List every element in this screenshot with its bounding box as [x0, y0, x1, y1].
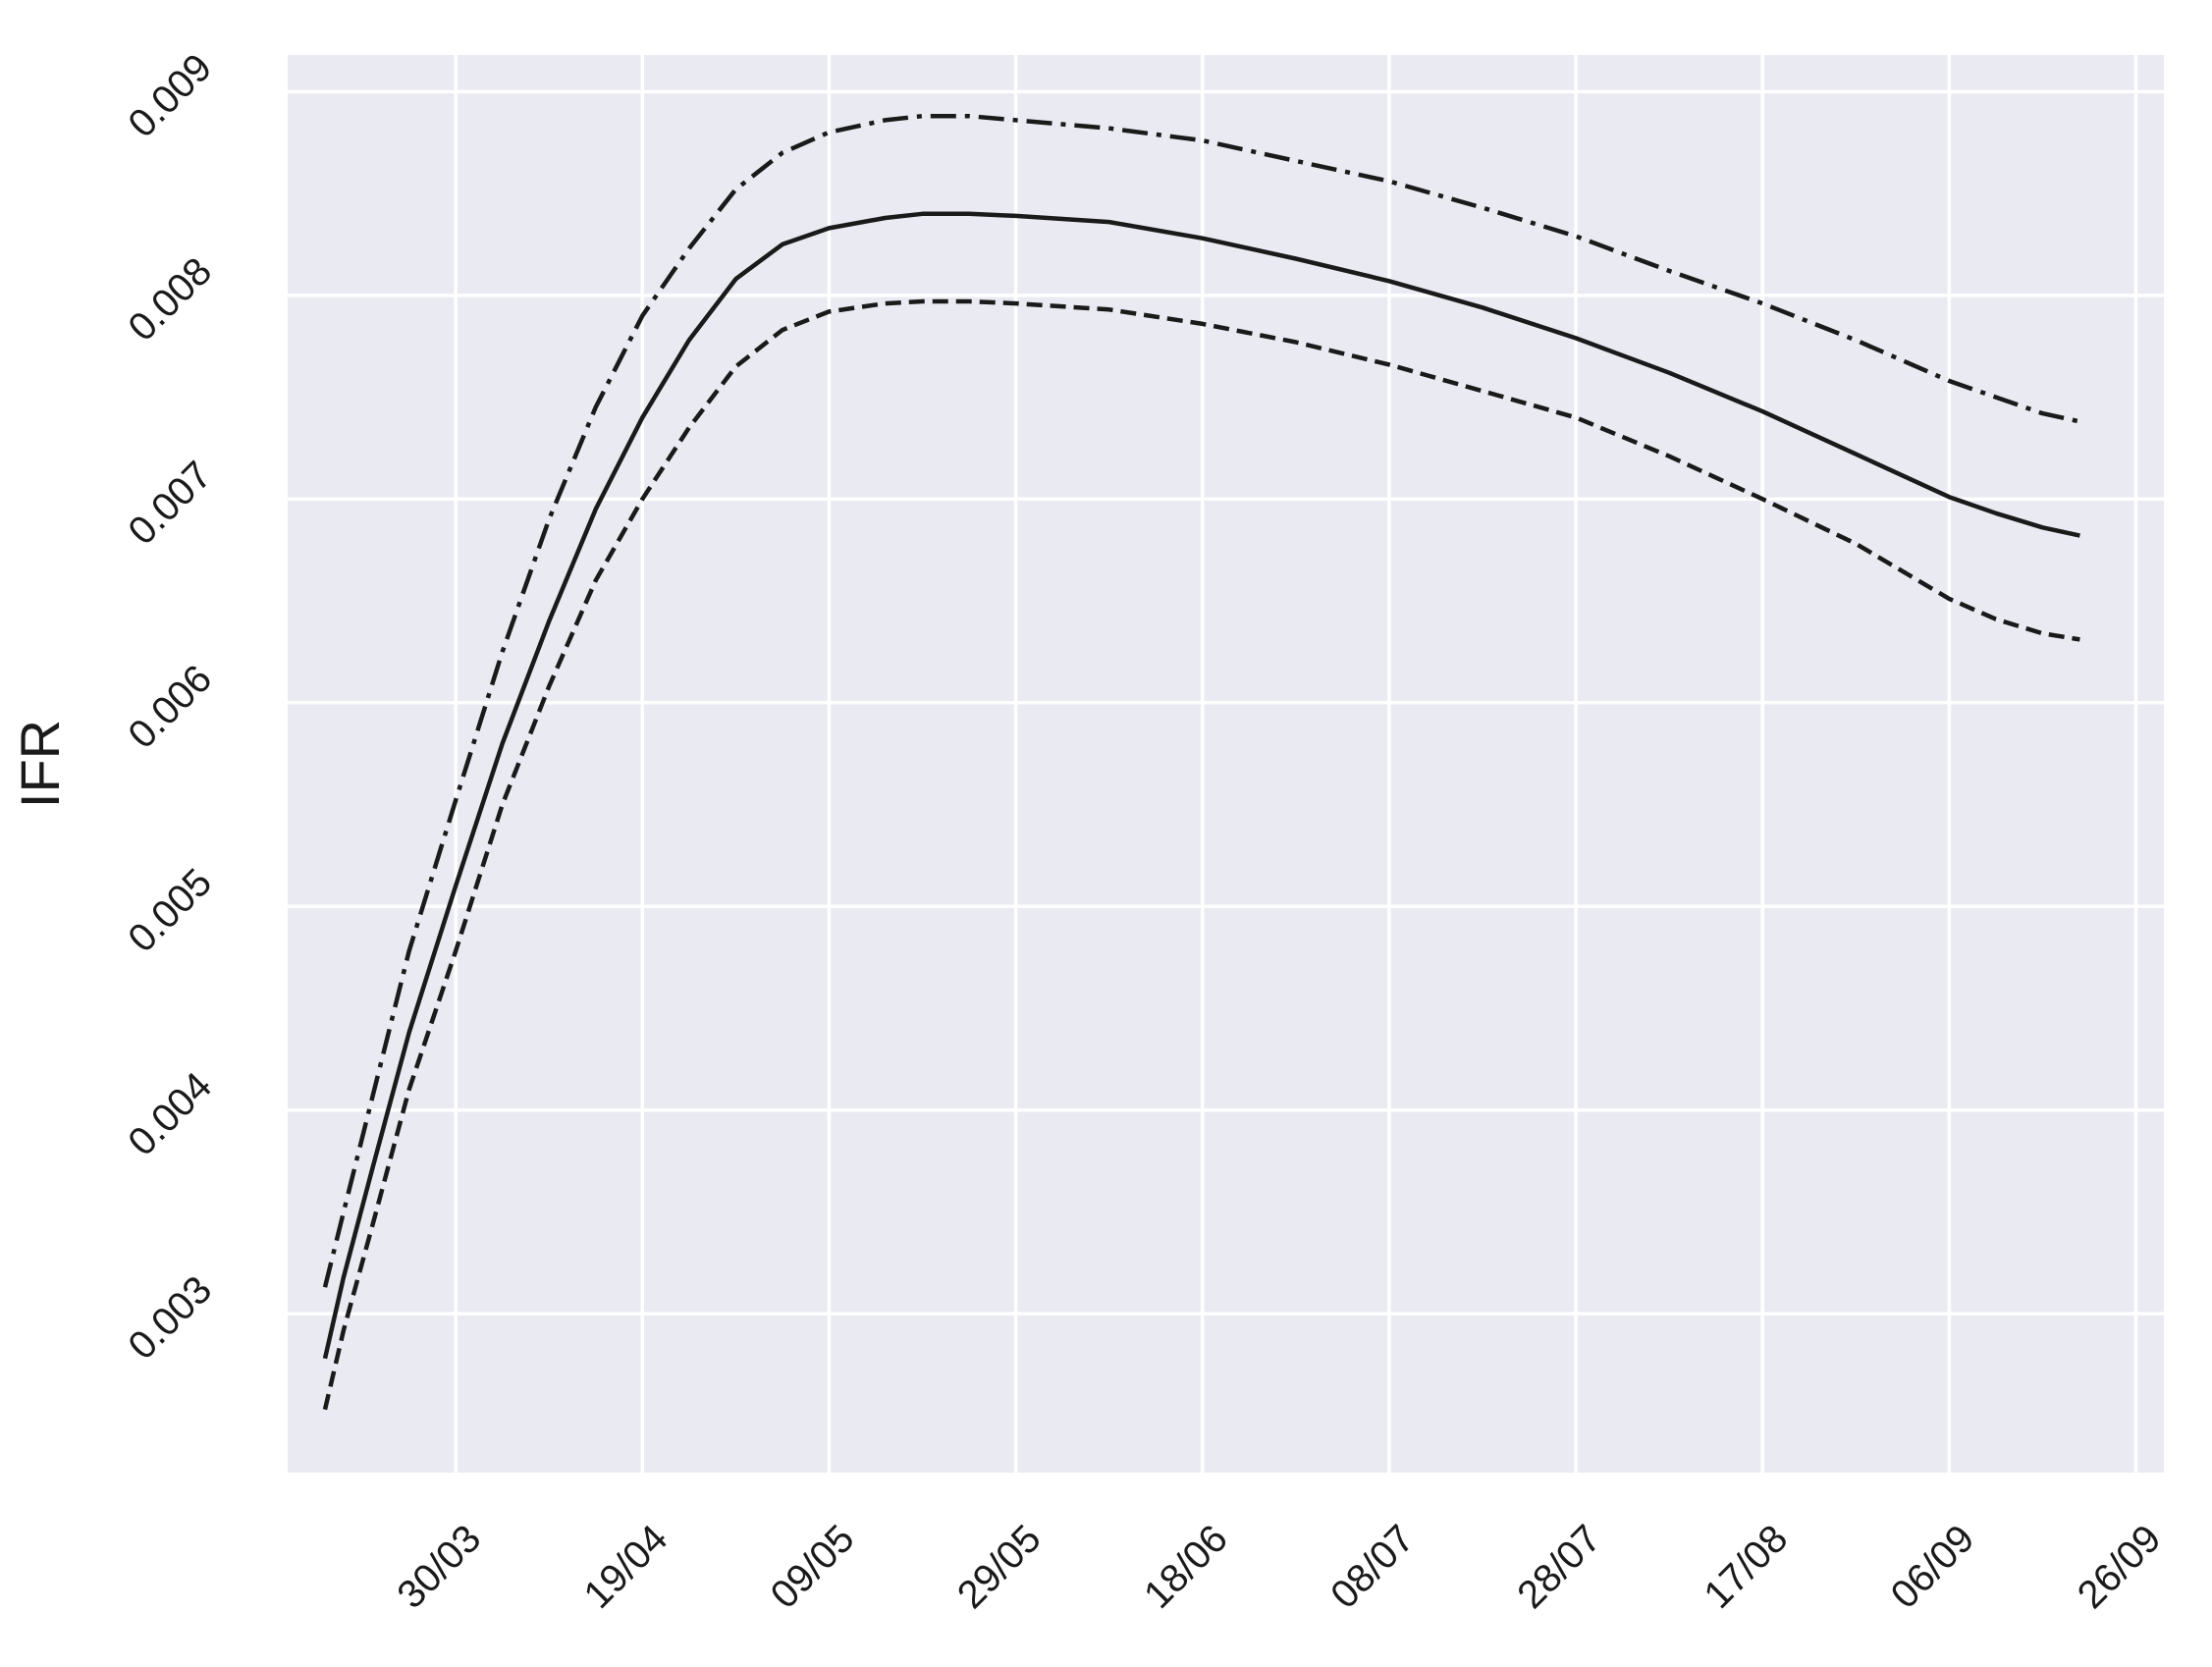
y-tick-label: 0.005	[120, 861, 220, 961]
y-tick-label: 0.008	[120, 249, 220, 350]
x-tick-label: 29/05	[949, 1517, 1050, 1617]
x-tick-label: 17/08	[1696, 1517, 1796, 1617]
x-tick-label: 28/07	[1509, 1517, 1609, 1617]
x-tick-label: 26/09	[2070, 1517, 2170, 1617]
y-tick-label: 0.003	[120, 1267, 220, 1368]
y-axis-label: IFR	[9, 720, 71, 808]
plot-background	[288, 55, 2164, 1473]
y-tick-label: 0.004	[120, 1064, 220, 1164]
y-axis-ticks: 0.003 0.004 0.005 0.006 0.007 0.008 0.009	[120, 46, 220, 1369]
x-tick-label: 06/09	[1883, 1517, 1983, 1617]
y-tick-label: 0.006	[120, 657, 220, 757]
y-tick-label: 0.009	[120, 46, 220, 146]
x-axis-ticks: 30/03 19/04 09/05 29/05 18/06 08/07 28/07 17/08…	[389, 1517, 2169, 1617]
x-tick-label: 09/05	[763, 1517, 863, 1617]
x-tick-label: 30/03	[389, 1517, 489, 1617]
x-tick-label: 18/06	[1136, 1517, 1236, 1617]
x-tick-label: 19/04	[576, 1517, 676, 1617]
y-tick-label: 0.007	[120, 454, 220, 554]
x-tick-label: 08/07	[1322, 1517, 1423, 1617]
